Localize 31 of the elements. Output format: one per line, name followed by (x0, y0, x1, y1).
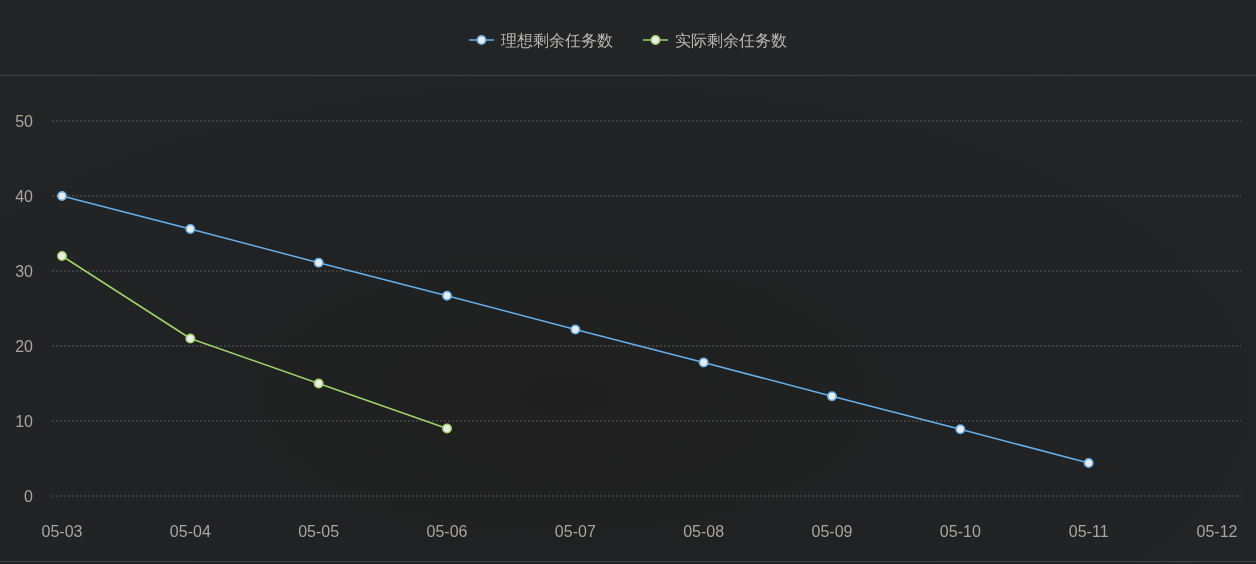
point (57, 191, 67, 201)
x-tick-label: 05-05 (298, 522, 340, 540)
point (955, 424, 966, 435)
x-tick-label: 05-09 (811, 522, 853, 540)
point (827, 391, 837, 402)
y-tick-label: 50 (15, 112, 34, 130)
x-tick-label: 05-11 (1068, 522, 1109, 540)
x-tick-label: 05-10 (939, 522, 981, 540)
y-tick-label: 20 (15, 337, 34, 355)
point (1083, 458, 1094, 468)
y-tick-label: 30 (15, 262, 34, 280)
y-tick-label: 0 (24, 487, 34, 505)
point (185, 224, 196, 234)
x-tick-label: 05-03 (41, 522, 83, 540)
point (185, 333, 196, 344)
point (442, 423, 452, 434)
y-tick-label: 40 (15, 187, 34, 205)
point (442, 290, 452, 301)
x-tick-label: 05-04 (169, 522, 211, 540)
x-tick-label: 05-12 (1196, 522, 1238, 540)
legend-label: 理想剩余任务数 (501, 31, 613, 49)
point (570, 324, 581, 335)
point (313, 257, 324, 268)
point (313, 378, 324, 389)
x-tick-label: 05-06 (426, 522, 468, 540)
legend-label: 实际剩余任务数 (675, 31, 787, 49)
point (698, 357, 709, 368)
point (57, 251, 67, 261)
y-tick-label: 10 (15, 412, 34, 430)
x-tick-label: 05-07 (554, 522, 596, 540)
x-tick-label: 05-08 (683, 522, 725, 540)
